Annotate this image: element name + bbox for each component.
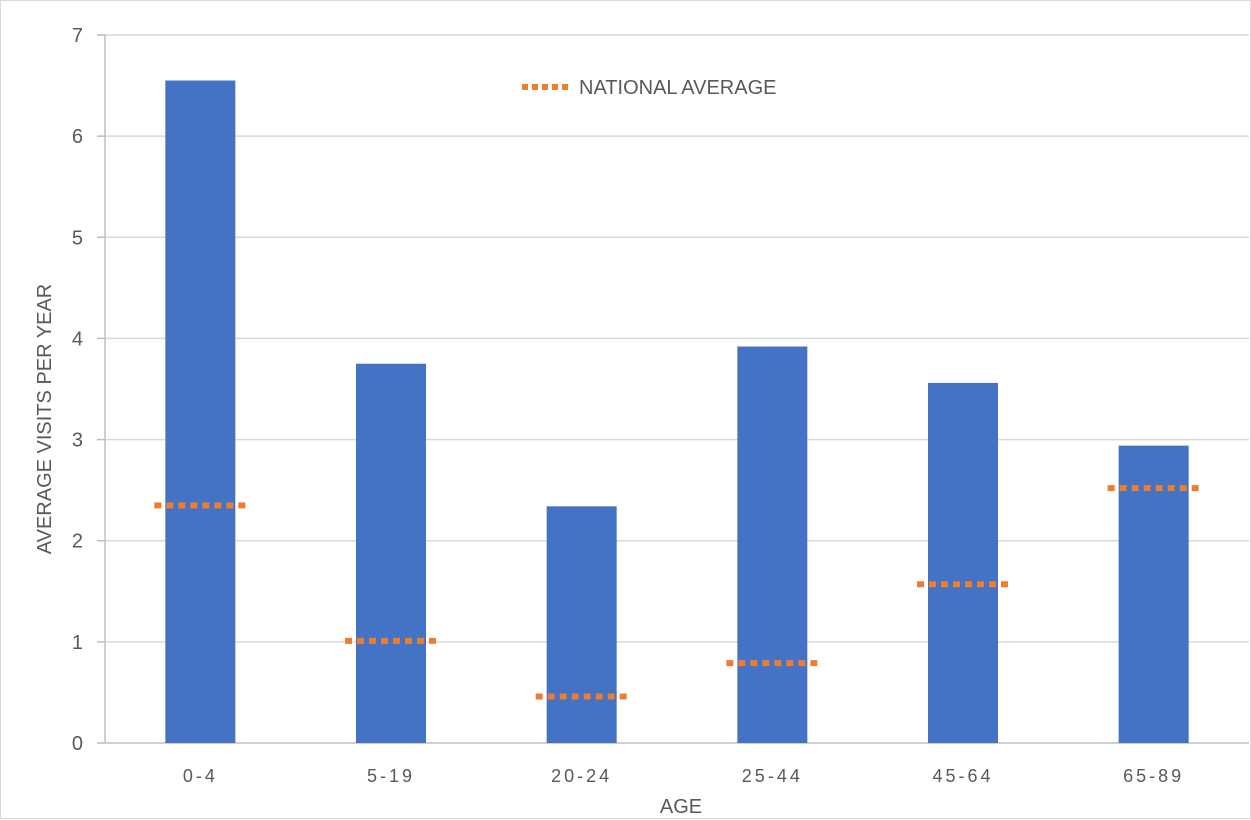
x-tick-label: 0-4 — [183, 766, 218, 786]
x-tick-label: 5-19 — [367, 766, 415, 786]
y-tick-label: 3 — [72, 430, 83, 452]
bar-65-89 — [1118, 445, 1189, 743]
y-tick-label: 0 — [72, 733, 83, 755]
legend-label-national-average: NATIONAL AVERAGE — [579, 77, 776, 99]
x-tick-label: 45-64 — [932, 766, 993, 786]
national-average-markers — [154, 485, 1200, 700]
bar-0-4 — [165, 80, 236, 743]
x-tick-labels: 0-4 5-19 20-24 25-44 45-64 65-89 — [183, 766, 1184, 786]
bars — [165, 80, 1189, 743]
y-axis-title: AVERAGE VISITS PER YEAR — [34, 284, 56, 554]
y-tick-label: 5 — [72, 227, 83, 249]
bar-20-24 — [546, 506, 617, 743]
y-tick-label: 7 — [72, 25, 83, 47]
y-tick-label: 1 — [72, 632, 83, 654]
legend: NATIONAL AVERAGE — [522, 77, 776, 99]
gridlines — [105, 34, 1249, 643]
y-tick-label: 6 — [72, 126, 83, 148]
x-tick-label: 25-44 — [742, 766, 803, 786]
x-tick-label: 65-89 — [1123, 766, 1184, 786]
bar-45-64 — [928, 382, 998, 743]
axes — [97, 34, 1249, 744]
bar-25-44 — [737, 346, 808, 743]
y-tick-label: 2 — [72, 531, 83, 553]
y-tick-labels: 0 1 2 3 4 5 6 7 — [72, 25, 83, 755]
x-tick-label: 20-24 — [551, 766, 612, 786]
x-axis-title: AGE — [660, 796, 702, 818]
bar-5-19 — [356, 363, 426, 743]
y-tick-label: 4 — [72, 328, 83, 350]
